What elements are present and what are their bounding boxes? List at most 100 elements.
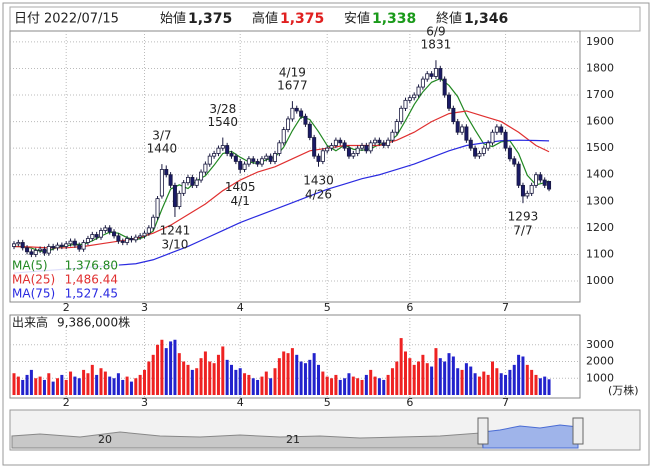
annotation-date: 4/19: [279, 66, 306, 80]
candle-body: [494, 126, 499, 133]
volume-bar: [82, 369, 86, 395]
annotation-price: 1677: [277, 79, 308, 93]
candle-body: [359, 145, 364, 149]
volume-bar: [195, 368, 199, 395]
candle-body: [425, 73, 430, 80]
volume-bar: [256, 379, 260, 395]
annotation-price: 1405: [225, 180, 256, 194]
candle-body: [281, 129, 286, 144]
volume-bar: [129, 381, 133, 395]
candle-body: [85, 238, 90, 243]
candle-body: [394, 121, 399, 133]
candle-body: [534, 174, 539, 186]
candle-body: [320, 150, 325, 162]
volume-bar: [60, 374, 64, 395]
candle-body: [16, 242, 21, 245]
legend-name: MA(75): [12, 287, 55, 301]
volume-bar: [234, 369, 238, 395]
y-tick-label: 1200: [586, 221, 614, 234]
volume-bar: [56, 378, 59, 395]
volume-bar: [538, 378, 542, 395]
candle-body: [125, 238, 130, 243]
candle-body: [177, 192, 182, 208]
annotation-date: 3/7: [152, 129, 171, 143]
legend-box: [11, 258, 119, 301]
volume-bar: [138, 374, 142, 395]
candle-body: [29, 251, 34, 255]
candle-body: [294, 107, 299, 112]
volume-bar: [34, 378, 38, 395]
candle-body: [407, 97, 412, 101]
volume-bar: [421, 354, 425, 395]
candle-body: [403, 99, 408, 109]
volume-bar: [443, 361, 447, 395]
candle-body: [486, 142, 491, 149]
candle-body: [381, 142, 386, 146]
candle-body: [194, 179, 199, 186]
candle-body: [512, 158, 517, 165]
candle-body: [542, 179, 547, 186]
candle-body: [338, 139, 343, 144]
volume-bar: [434, 348, 438, 395]
volume-bar: [216, 354, 220, 395]
volume-bar: [334, 374, 338, 395]
range-handle-left[interactable]: [477, 417, 489, 445]
candle-body: [547, 180, 552, 190]
candle-body: [442, 78, 447, 96]
candle-body: [225, 145, 230, 154]
y-tick-label: 1300: [586, 194, 614, 207]
volume-bar: [456, 368, 460, 395]
volume-label-bg: [11, 316, 133, 329]
range-handle-right[interactable]: [572, 417, 584, 445]
volume-bar: [364, 374, 368, 395]
candle-body: [68, 240, 73, 245]
volume-bar: [317, 364, 320, 395]
x-tick-label: 6: [406, 396, 413, 409]
x-tick-label: 5: [324, 396, 331, 409]
candle-body: [142, 232, 147, 237]
annotation-price: 1241: [160, 223, 191, 237]
candle-body: [99, 230, 104, 238]
close-value: 1,346: [464, 11, 508, 27]
candle-body: [438, 68, 443, 80]
candle-body: [477, 153, 482, 157]
volume-unit: (万株): [608, 383, 639, 397]
volume-bar: [299, 361, 303, 395]
volume-bar: [51, 381, 55, 395]
candle-body: [181, 182, 186, 194]
candle-body: [216, 147, 221, 154]
volume-bar: [491, 361, 494, 395]
volume-bar: [177, 353, 181, 395]
candle-body: [507, 147, 512, 160]
volume-bar: [534, 374, 538, 395]
candle-body: [103, 227, 108, 231]
volume-bar: [69, 371, 73, 395]
volume-bar: [321, 371, 325, 395]
annotation-price: 1540: [208, 115, 239, 129]
navigator-year: 21: [286, 433, 300, 446]
volume-bar: [42, 379, 46, 395]
candle-body: [503, 131, 508, 149]
volume-bar: [86, 373, 90, 395]
volume-bar: [404, 351, 407, 395]
volume-bar: [482, 371, 486, 395]
y-tick-label: 1000: [586, 274, 614, 287]
candle-body: [51, 246, 56, 249]
volume-bar: [460, 369, 464, 395]
candle-body: [420, 78, 425, 88]
high-value: 1,375: [280, 11, 324, 27]
candle-body: [329, 145, 334, 149]
volume-bar: [369, 369, 373, 395]
volume-bar: [504, 374, 508, 395]
legend-value: 1,527.45: [65, 287, 118, 301]
volume-bar: [21, 379, 25, 395]
volume-bar: [343, 378, 347, 395]
candle-body: [446, 94, 451, 109]
x-tick-label: 7: [502, 301, 509, 314]
volume-bar: [308, 359, 312, 395]
candle-body: [468, 139, 473, 149]
volume-bar: [12, 373, 16, 395]
volume-bar: [521, 356, 525, 395]
volume-bar: [199, 358, 203, 395]
low-value: 1,338: [372, 11, 416, 27]
